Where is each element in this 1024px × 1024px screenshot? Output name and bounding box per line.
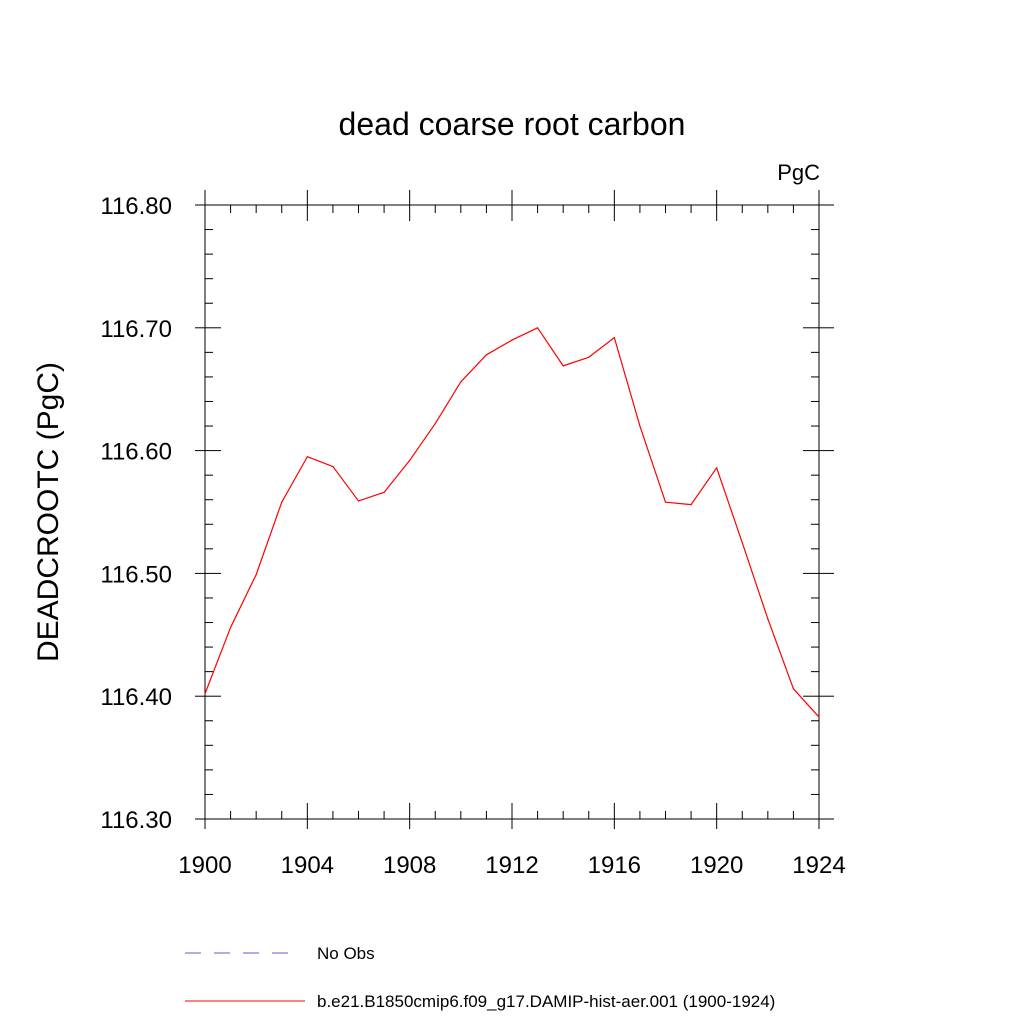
y-axis-label: DEADCROOTC (PgC)	[32, 362, 65, 662]
data-point	[792, 688, 795, 690]
data-point	[664, 501, 667, 503]
data-point	[409, 459, 411, 462]
axis-ticks	[195, 190, 834, 829]
data-point	[690, 504, 692, 506]
data-point	[460, 381, 462, 383]
data-point	[332, 465, 334, 468]
series-layer	[204, 327, 820, 718]
data-point	[536, 327, 539, 329]
data-point	[229, 626, 232, 629]
chart-title: dead coarse root carbon	[339, 106, 686, 142]
x-tick-label: 1916	[588, 852, 641, 879]
data-point	[357, 500, 360, 502]
data-point	[434, 422, 436, 425]
data-point	[818, 716, 820, 718]
y-tick-label: 116.70	[100, 316, 172, 343]
data-point	[767, 618, 769, 620]
series-line-0	[204, 327, 820, 718]
x-tick-label: 1900	[178, 852, 231, 879]
data-point	[255, 574, 257, 576]
data-point	[306, 456, 308, 458]
data-point	[741, 542, 743, 544]
y-tick-label: 116.30	[100, 807, 172, 834]
x-tick-label: 1912	[485, 852, 538, 879]
data-point	[639, 425, 641, 427]
data-point	[613, 337, 615, 339]
axis-tick-labels: 1900 1904 1908 1912 1916 1920 1924 116.30 116.40…	[100, 193, 845, 879]
data-point	[204, 693, 206, 695]
x-tick-label: 1924	[792, 852, 845, 879]
data-point	[562, 365, 564, 367]
x-tick-label: 1904	[281, 852, 334, 879]
x-tick-label: 1920	[690, 852, 743, 879]
data-point	[511, 339, 513, 341]
y-tick-label: 116.40	[100, 684, 172, 711]
data-point	[485, 354, 488, 356]
x-tick-label: 1908	[383, 852, 436, 879]
legend-label: b.e21.B1850cmip6.f09_g17.DAMIP-hist-aer.…	[317, 992, 775, 1011]
data-point	[281, 501, 283, 503]
units-label: PgC	[777, 160, 820, 185]
data-point	[716, 467, 718, 469]
data-point	[588, 356, 590, 358]
plot-frame	[204, 204, 820, 820]
legend: No Obs b.e21.B1850cmip6.f09_g17.DAMIP-his…	[185, 944, 775, 1011]
y-tick-label: 116.50	[100, 561, 172, 588]
y-tick-label: 116.80	[100, 193, 172, 220]
y-tick-label: 116.60	[100, 439, 172, 466]
legend-label: No Obs	[317, 944, 375, 963]
data-point	[383, 491, 385, 493]
